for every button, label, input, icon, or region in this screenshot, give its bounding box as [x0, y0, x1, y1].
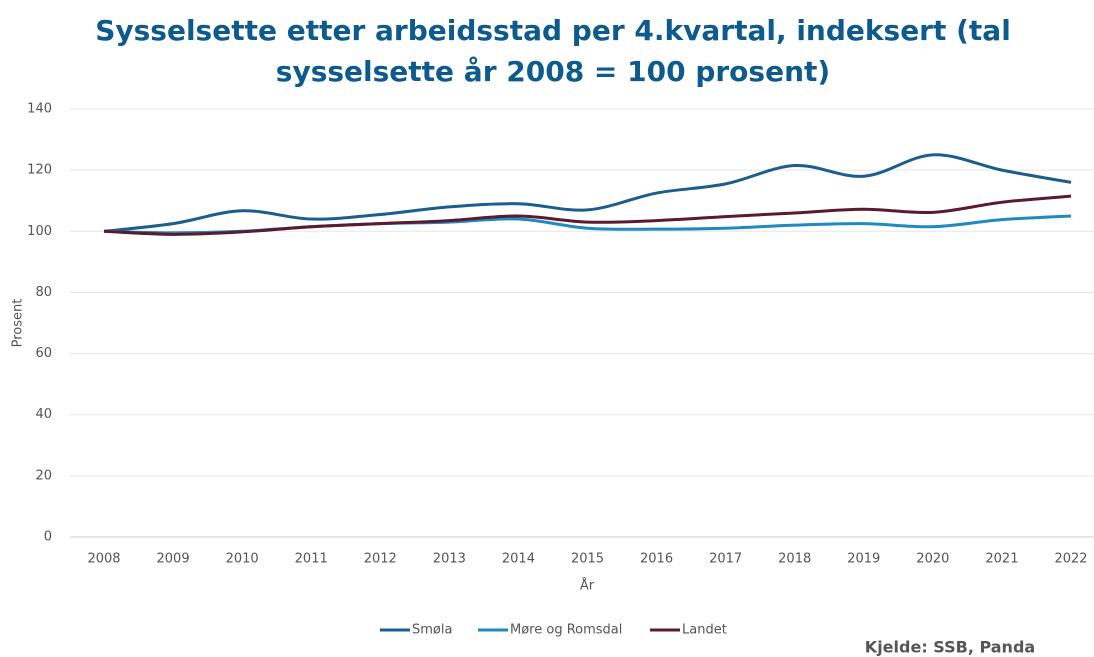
chart-title: Sysselsette etter arbeidsstad per 4.kvar…: [95, 14, 1011, 47]
x-tick-label: 2021: [985, 552, 1018, 567]
x-tick-label: 2008: [87, 552, 120, 567]
y-tick-label: 0: [44, 530, 52, 545]
x-axis-label: År: [580, 578, 595, 594]
x-tick-label: 2018: [778, 552, 811, 567]
x-tick-label: 2011: [295, 552, 328, 567]
series-line: [103, 194, 1072, 236]
x-tick-label: 2013: [433, 552, 466, 567]
chart-title: sysselsette år 2008 = 100 prosent): [276, 55, 830, 88]
x-tick-label: 2012: [364, 552, 397, 567]
x-tick-label: 2022: [1054, 552, 1087, 567]
y-tick-label: 40: [35, 407, 52, 422]
x-tick-label: 2010: [226, 552, 259, 567]
y-tick-label: 140: [27, 102, 52, 117]
x-tick-label: 2016: [640, 552, 673, 567]
series-line: [103, 153, 1072, 233]
legend-label: Møre og Romsdal: [510, 623, 622, 638]
y-tick-label: 60: [35, 346, 52, 361]
source: Kjelde: SSB, Panda: [865, 638, 1035, 657]
x-tick-label: 2020: [916, 552, 949, 567]
y-tick-label: 80: [35, 285, 52, 300]
x-tick-label: 2014: [502, 552, 535, 567]
y-tick-label: 20: [35, 468, 52, 483]
x-tick-label: 2019: [847, 552, 880, 567]
legend-label: Smøla: [412, 623, 452, 638]
y-tick-label: 120: [27, 163, 52, 178]
y-tick-label: 100: [27, 224, 52, 239]
x-tick-label: 2015: [571, 552, 604, 567]
legend-label: Landet: [682, 623, 727, 638]
x-tick-label: 2017: [709, 552, 742, 567]
x-tick-label: 2009: [157, 552, 190, 567]
y-axis-label: Prosent: [11, 299, 26, 348]
